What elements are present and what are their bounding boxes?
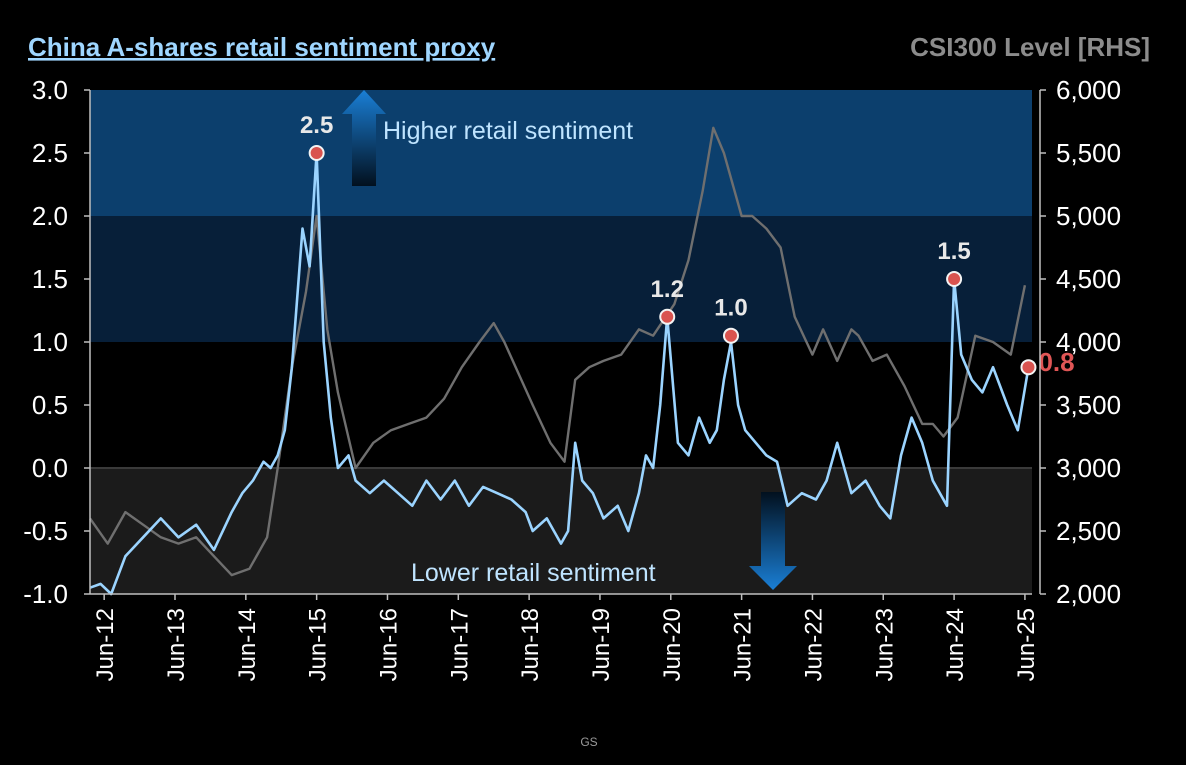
peak-marker-2 [722,327,739,344]
series-lines [89,126,1030,596]
peak-label-0: 2.5 [300,112,333,139]
x-tick-label-11: Jun-23 [871,608,898,681]
left-tick-label-2: 0.0 [32,453,68,483]
up-arrow-icon [342,90,386,186]
x-tick-label-4: Jun-16 [375,608,402,681]
right-tick-label-6: 5,000 [1056,201,1121,231]
peak-label-3: 1.5 [937,238,970,265]
x-tick-label-3: Jun-15 [305,608,332,681]
right-tick-label-4: 4,000 [1056,327,1121,357]
sentiment-bands [90,90,1032,594]
left-tick-label-5: 1.5 [32,264,68,294]
right-axis-title: CSI300 Level [RHS] [910,32,1150,62]
series-line-0 [89,126,1027,577]
right-tick-label-3: 3,500 [1056,390,1121,420]
left-tick-label-4: 1.0 [32,327,68,357]
left-tick-label-3: 0.5 [32,390,68,420]
last-point-label: 0.8 [1038,347,1074,377]
last-point-marker [1020,359,1037,376]
x-tick-label-5: Jun-17 [446,608,473,681]
down-arrow-icon [749,492,797,590]
left-tick-label-7: 2.5 [32,138,68,168]
x-tick-label-7: Jun-19 [588,608,615,681]
source-label: GS [580,735,597,749]
right-tick-label-8: 6,000 [1056,75,1121,105]
band-arrows [342,90,797,590]
left-tick-label-1: -0.5 [23,516,68,546]
peak-markers: 2.5 1.2 1.0 1.5 0.8 [300,112,1075,377]
right-tick-label-1: 2,500 [1056,516,1121,546]
right-tick-label-2: 3,000 [1056,453,1121,483]
left-tick-label-8: 3.0 [32,75,68,105]
right-axis: 2,000 2,500 3,000 3,500 4,000 4,500 5,000 5,500… [1039,75,1121,609]
peak-marker-0 [308,145,325,161]
left-axis: -1.0 -0.5 0.0 0.5 1.0 1.5 2.0 2.5 3.0 [23,75,91,609]
x-tick-label-2: Jun-14 [234,608,261,681]
band-1 [90,216,1032,342]
left-tick-label-0: -1.0 [23,579,68,609]
x-tick-label-13: Jun-25 [1013,608,1040,681]
right-tick-label-5: 4,500 [1056,264,1121,294]
chart-title: China A-shares retail sentiment proxy [28,32,496,62]
x-tick-label-8: Jun-20 [659,608,686,681]
peak-label-1: 1.2 [651,276,684,303]
higher-sentiment-label: Higher retail sentiment [383,117,633,145]
left-tick-label-6: 2.0 [32,201,68,231]
x-tick-label-1: Jun-13 [163,608,190,681]
x-tick-label-6: Jun-18 [517,608,544,681]
peak-marker-3 [946,271,963,287]
x-axis: Jun-12 Jun-13 Jun-14 Jun-15 Jun-16 Jun-17 Jun-… [90,593,1040,681]
x-tick-label-12: Jun-24 [942,608,969,681]
peak-marker-1 [659,308,676,325]
x-tick-label-0: Jun-12 [92,608,119,681]
band-0 [90,90,1032,216]
x-tick-label-10: Jun-22 [800,608,827,681]
peak-label-2: 1.0 [714,295,747,322]
right-tick-label-7: 5,500 [1056,138,1121,168]
lower-sentiment-label: Lower retail sentiment [411,559,656,587]
series-line-1 [89,151,1030,596]
right-tick-label-0: 2,000 [1056,579,1121,609]
x-tick-label-9: Jun-21 [730,608,757,681]
